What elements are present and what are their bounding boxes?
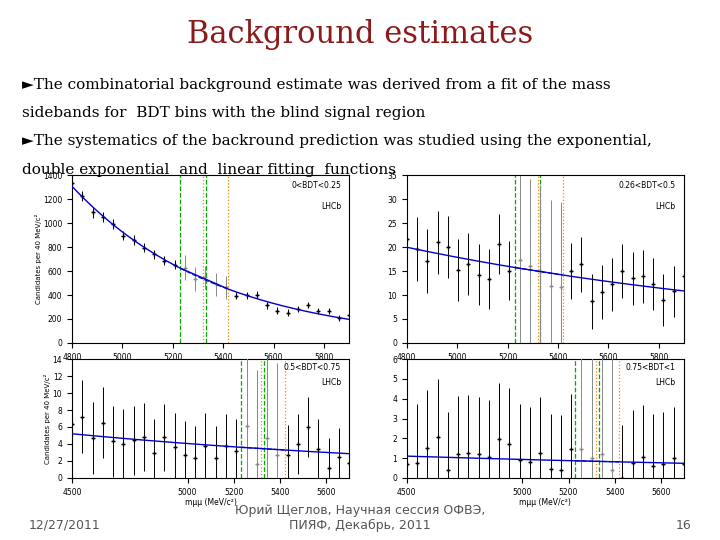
X-axis label: mμμ (MeV/c²): mμμ (MeV/c²) <box>184 363 237 372</box>
Text: LHCb: LHCb <box>655 378 675 387</box>
Text: 0.75<BDT<1: 0.75<BDT<1 <box>626 363 675 372</box>
Text: ►The systematics of the backround prediction was studied using the exponential,: ►The systematics of the backround predic… <box>22 134 652 149</box>
Text: LHCb: LHCb <box>655 202 675 211</box>
X-axis label: mμμ (MeV/c²): mμμ (MeV/c²) <box>519 363 572 372</box>
Text: ►The combinatorial background estimate was derived from a fit of the mass: ►The combinatorial background estimate w… <box>22 78 611 92</box>
X-axis label: mμμ (MeV/c²): mμμ (MeV/c²) <box>184 498 237 507</box>
Text: LHCb: LHCb <box>320 378 341 387</box>
Text: Юрий Щеглов, Научная сессия ОФВЭ,
ПИЯФ, Декабрь, 2011: Юрий Щеглов, Научная сессия ОФВЭ, ПИЯФ, … <box>235 504 485 532</box>
X-axis label: mμμ (MeV/c²): mμμ (MeV/c²) <box>519 498 572 507</box>
Text: 0<BDT<0.25: 0<BDT<0.25 <box>291 180 341 190</box>
Text: Background estimates: Background estimates <box>187 19 533 50</box>
Text: sidebands for  BDT bins with the blind signal region: sidebands for BDT bins with the blind si… <box>22 106 425 120</box>
Text: LHCb: LHCb <box>320 202 341 211</box>
Text: 0.5<BDT<0.75: 0.5<BDT<0.75 <box>284 363 341 372</box>
Text: 0.26<BDT<0.5: 0.26<BDT<0.5 <box>618 180 675 190</box>
Text: 16: 16 <box>675 519 691 532</box>
Y-axis label: Candidates per 40 MeV/c²: Candidates per 40 MeV/c² <box>44 373 51 464</box>
Y-axis label: Candidates per 40 MeV/c²: Candidates per 40 MeV/c² <box>35 214 42 305</box>
Text: double exponential  and  linear fitting  functions: double exponential and linear fitting fu… <box>22 163 395 177</box>
Text: 12/27/2011: 12/27/2011 <box>29 519 101 532</box>
